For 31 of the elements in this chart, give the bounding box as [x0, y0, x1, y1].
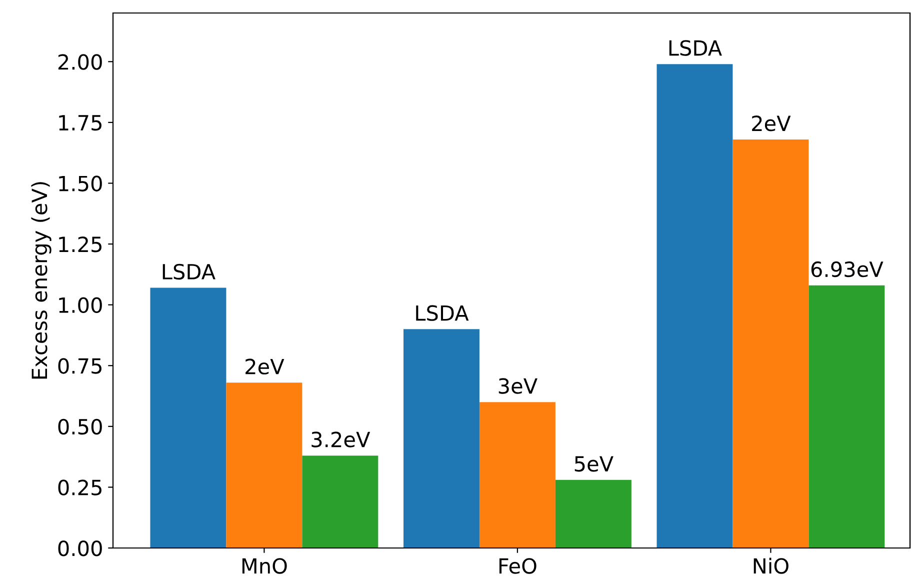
annotation: 3.2eV — [312, 432, 370, 448]
y-axis-title: Excess energy (eV) — [31, 182, 52, 379]
y-tick-label: 1.00 — [59, 297, 102, 314]
y-tick-label: 0.00 — [58, 540, 102, 556]
y-tick-label: 1.50 — [59, 176, 102, 192]
y-tick-label: 0.75 — [58, 358, 102, 374]
annotation: LSDA — [162, 264, 216, 280]
x-tick-label: MnO — [242, 558, 287, 574]
bar — [150, 288, 226, 548]
annotation: 6.93eV — [811, 261, 884, 278]
y-tick-label: 2.00 — [58, 54, 102, 70]
bar — [226, 382, 302, 548]
x-tick-label: NiO — [754, 558, 788, 574]
y-tick-label: 1.25 — [59, 236, 102, 252]
bar — [479, 402, 556, 548]
bar — [808, 285, 885, 548]
y-tick-label: 1.75 — [59, 115, 102, 131]
annotation: LSDA — [416, 305, 469, 321]
bar — [732, 139, 809, 548]
annotation: 2eV — [752, 115, 791, 132]
bar — [302, 456, 378, 548]
annotation: 5eV — [574, 456, 614, 472]
bar — [656, 64, 733, 548]
y-tick-label: 0.50 — [58, 418, 102, 435]
y-tick-label: 0.25 — [58, 480, 102, 496]
bar — [403, 329, 480, 548]
x-tick-label: FeO — [499, 558, 536, 574]
annotation: LSDA — [669, 40, 722, 56]
annotation: 3eV — [498, 378, 538, 394]
annotation: 2eV — [246, 358, 284, 374]
bar — [555, 480, 632, 548]
